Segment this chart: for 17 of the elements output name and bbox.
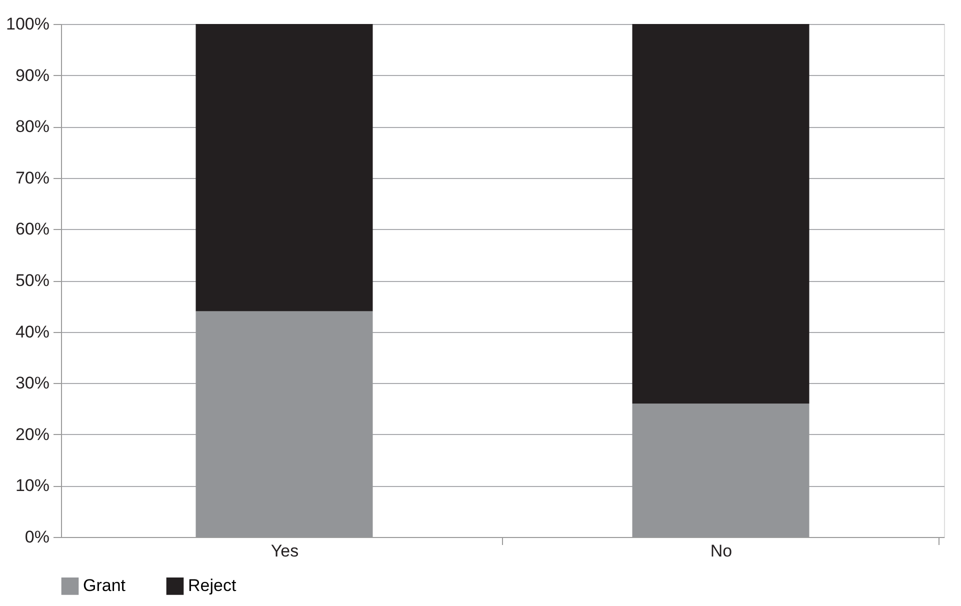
y-tick-label: 50% [15, 271, 50, 290]
y-tick-label: 100% [6, 14, 50, 34]
x-tick-label: No [710, 542, 732, 560]
y-tick-label: 40% [15, 322, 50, 342]
y-tick-label: 90% [15, 66, 50, 85]
y-tick-label: 30% [15, 374, 50, 393]
bar [196, 24, 373, 312]
legend-label: Grant [83, 576, 126, 596]
x-tick-label: Yes [270, 542, 299, 560]
legend-label: Reject [188, 576, 236, 596]
y-tick-label: 10% [15, 476, 50, 496]
bar [632, 24, 810, 404]
y-tick-label: 80% [15, 117, 50, 136]
y-tick-label: 20% [15, 424, 50, 444]
y-tick-label: 70% [15, 168, 50, 188]
y-tick-label: 0% [24, 528, 50, 546]
y-tick-label: 60% [15, 220, 50, 239]
